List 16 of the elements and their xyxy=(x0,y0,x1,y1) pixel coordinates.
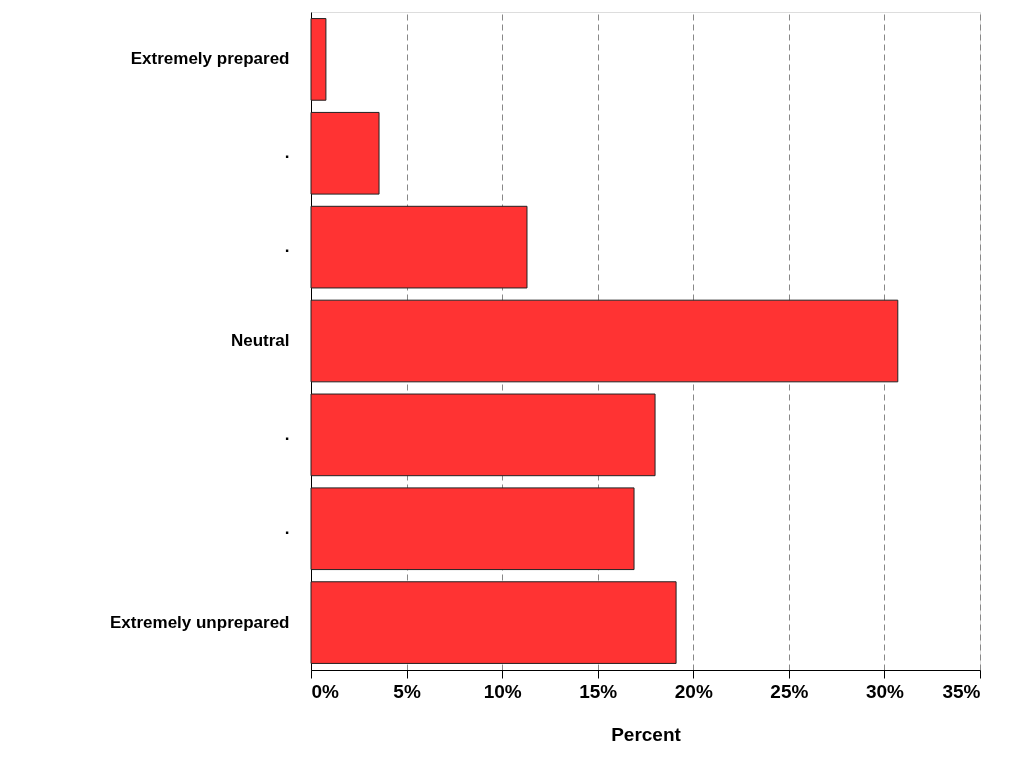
y-tick-label: . xyxy=(284,237,290,257)
y-tick-label: . xyxy=(284,424,290,444)
x-axis-title: Percent xyxy=(611,723,682,745)
y-tick-label: Extremely prepared xyxy=(130,49,290,69)
y-tick-label: Extremely unprepared xyxy=(109,612,290,632)
y-tick-label: . xyxy=(284,143,290,163)
y-tick-label: Neutral xyxy=(230,331,290,350)
x-tick-label: 0% xyxy=(311,680,340,702)
x-tick-label: 10% xyxy=(483,680,522,702)
x-tick-label: 15% xyxy=(579,680,618,702)
x-tick-label: 30% xyxy=(865,680,905,702)
x-tick-label: 5% xyxy=(393,680,421,702)
y-tick-label: . xyxy=(284,518,290,538)
x-tick-label: 35% xyxy=(942,680,981,702)
x-tick-label: 25% xyxy=(770,680,809,702)
x-tick-label: 20% xyxy=(674,680,713,702)
